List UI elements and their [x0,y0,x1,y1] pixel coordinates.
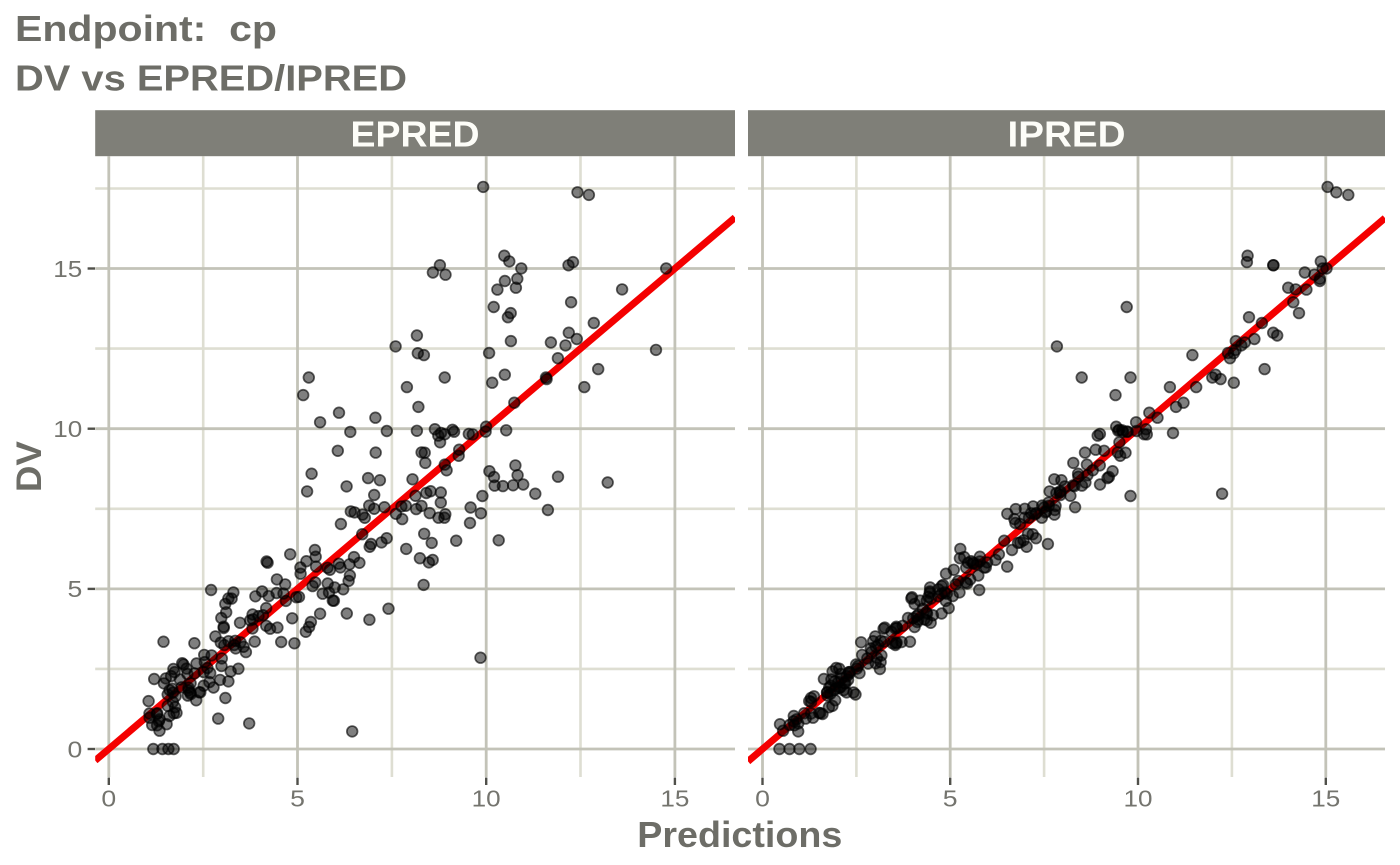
svg-text:0: 0 [755,786,770,812]
svg-text:15: 15 [53,256,82,282]
svg-text:Predictions: Predictions [637,814,842,855]
svg-text:5: 5 [943,786,958,812]
svg-text:DV vs EPRED/IPRED: DV vs EPRED/IPRED [15,57,407,98]
svg-text:10: 10 [472,786,501,812]
svg-text:Endpoint: cp: Endpoint: cp [15,8,277,49]
svg-text:IPRED: IPRED [1008,114,1126,155]
svg-text:DV: DV [10,440,49,492]
svg-text:5: 5 [68,576,83,602]
svg-text:5: 5 [290,786,305,812]
svg-text:EPRED: EPRED [351,114,480,155]
svg-text:10: 10 [1124,786,1153,812]
svg-text:15: 15 [1311,786,1340,812]
svg-text:15: 15 [660,786,689,812]
svg-text:0: 0 [101,786,116,812]
svg-text:0: 0 [68,736,83,762]
svg-text:10: 10 [53,416,82,442]
